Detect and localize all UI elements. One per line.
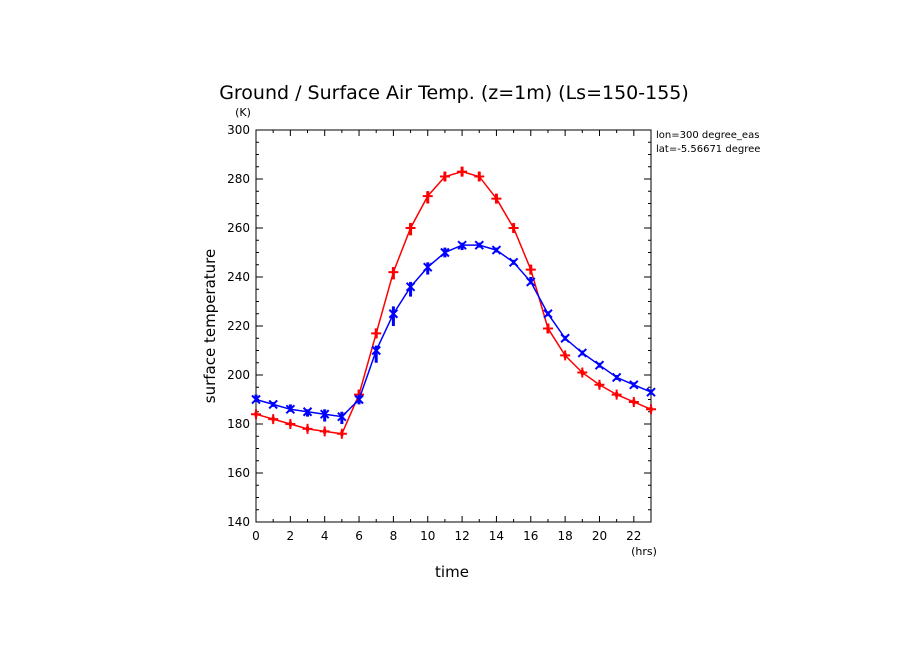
x-tick-label: 2 [287,529,295,543]
y-tick-label: 140 [227,515,250,529]
data-point [508,223,519,233]
data-point [491,245,502,255]
x-unit-label: (hrs) [631,545,657,558]
data-point [440,247,450,258]
data-point [577,367,588,378]
data-point [594,379,605,390]
data-point [508,257,519,268]
y-tick-label: 280 [227,172,250,186]
x-tick-label: 14 [489,529,504,543]
y-tick-label: 200 [227,368,250,382]
x-tick-label: 8 [390,529,398,543]
data-point [319,409,330,422]
data-point [388,306,399,326]
data-point [423,262,433,275]
data-point [285,419,296,429]
data-point [371,345,381,363]
y-tick-label: 160 [227,466,250,480]
data-point [594,360,605,370]
data-point [302,423,313,434]
x-tick-label: 10 [420,529,435,543]
data-point [491,193,502,204]
axes: 0 2 4 6 8 10 12 14 16 18 20 22 140 160 180 200 220 240 260… [227,123,652,543]
plot-frame [255,129,652,523]
data-point [319,426,330,437]
x-tick-label: 22 [626,529,641,543]
data-point [302,407,313,417]
chart-title: Ground / Surface Air Temp. (z=1m) (Ls=15… [219,82,689,104]
annotation-lon: lon=300 degree_eas [656,130,759,141]
data-point [405,281,416,297]
x-tick-label: 16 [523,529,538,543]
data-point [337,411,347,424]
data-point [526,277,536,287]
series-layer [251,166,656,439]
x-tick-label: 0 [252,529,260,543]
y-unit-label: (K) [235,106,251,119]
series-line [255,170,652,435]
data-point [354,394,364,405]
y-tick-label: 260 [227,221,250,235]
data-point [422,191,433,204]
series-0 [251,166,656,439]
x-tick-label: 18 [557,529,572,543]
data-point [336,428,347,439]
data-point [543,309,553,319]
data-point [542,323,553,334]
data-point [268,399,278,410]
y-axis-label: surface temperature [201,249,219,404]
data-point [405,223,416,236]
y-tick-label: 300 [227,123,250,137]
data-point [457,240,467,251]
data-point [251,394,261,405]
data-point [388,267,399,280]
data-point [646,387,656,397]
x-tick-label: 12 [454,529,469,543]
data-point [646,404,656,415]
data-point [285,404,296,415]
annotation-lat: lat=-5.56671 degree [656,144,760,155]
data-point [371,328,382,339]
data-point [268,414,279,425]
y-tick-label: 220 [227,319,250,333]
data-point [560,333,570,343]
data-point [628,396,639,407]
data-point [577,348,588,358]
data-point [439,171,450,182]
data-point [560,350,571,361]
data-point [611,372,622,383]
x-tick-label: 4 [321,529,329,543]
x-tick-label: 20 [592,529,607,543]
y-tick-label: 240 [227,270,250,284]
x-axis-label: time [435,563,469,581]
data-point [525,264,536,275]
data-point [629,380,639,390]
data-point [474,171,485,182]
series-1 [251,240,656,424]
data-point [251,409,261,420]
data-point [457,166,468,177]
data-point [611,389,622,400]
x-tick-label: 6 [355,529,363,543]
y-tick-label: 180 [227,417,250,431]
data-point [474,240,484,250]
series-line [255,244,652,418]
